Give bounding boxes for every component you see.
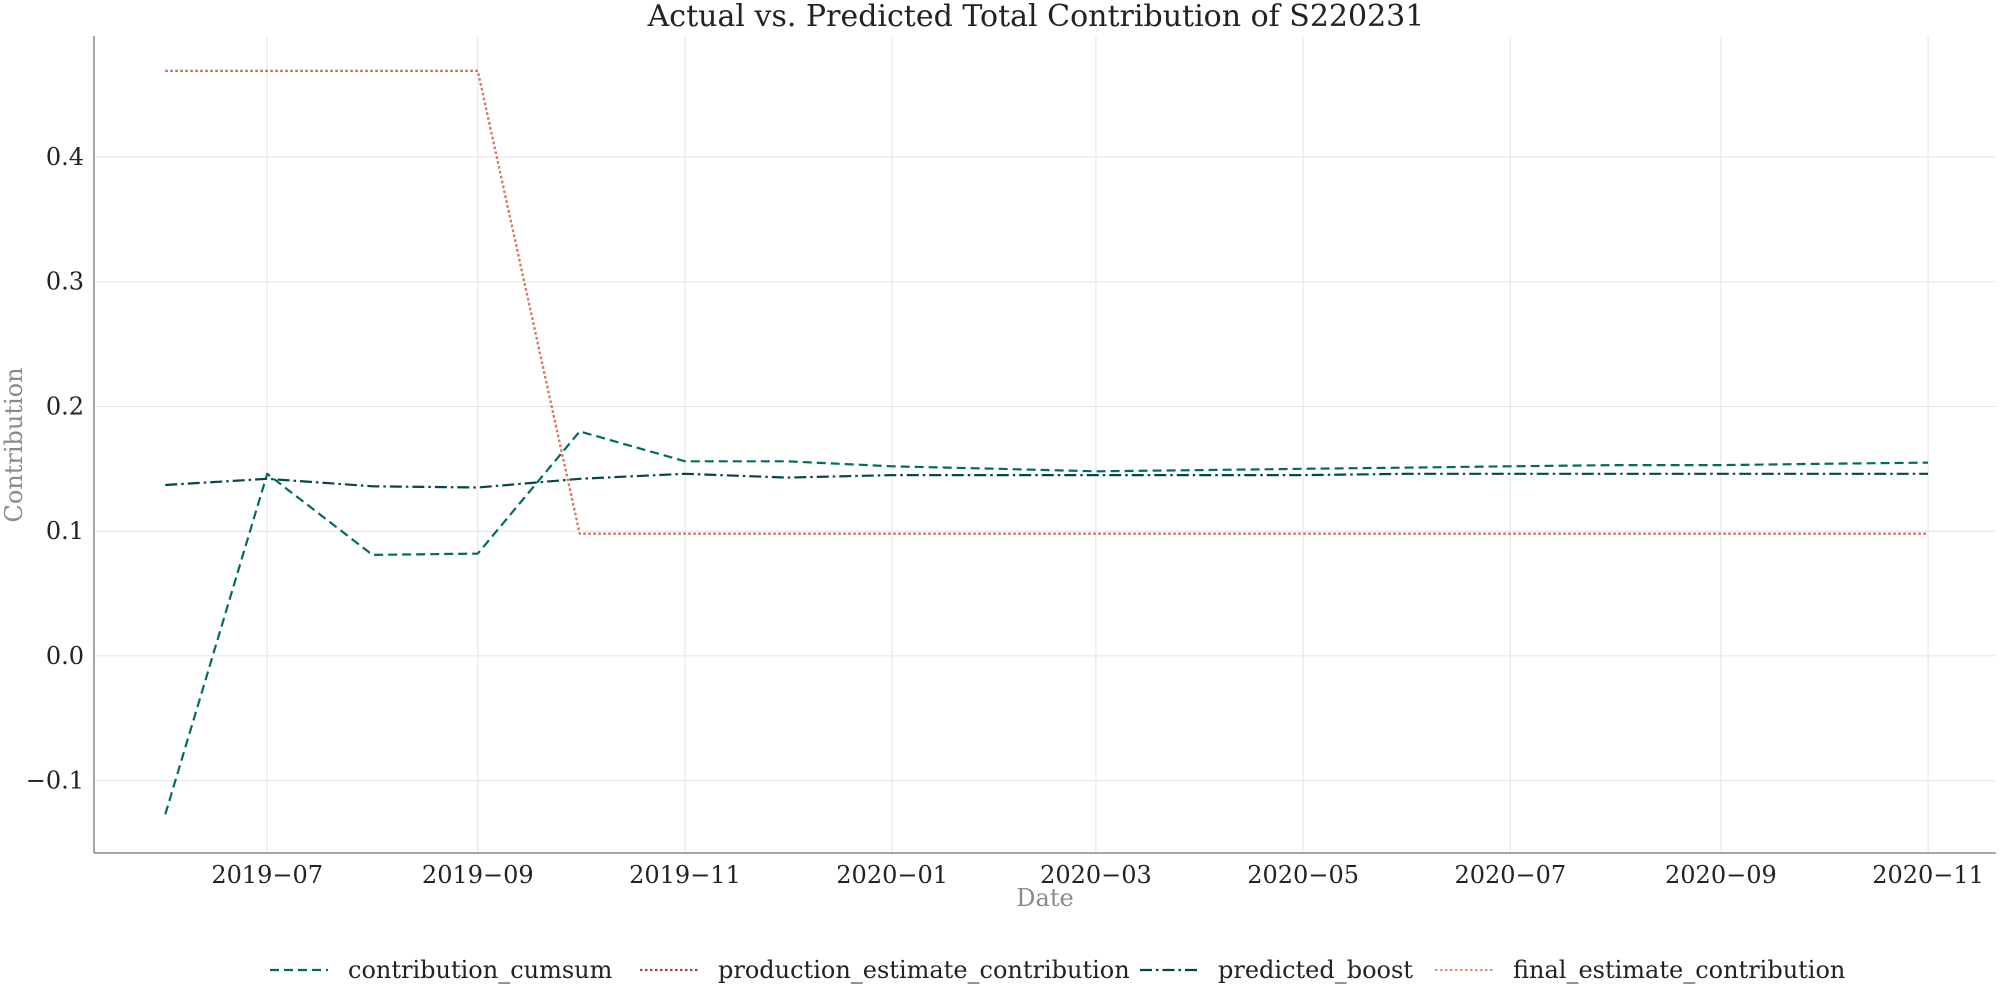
y-tick-label: 0.3 [46, 268, 84, 296]
x-tick-label: 2020−03 [1040, 861, 1152, 889]
axes [93, 36, 1996, 854]
tick-labels: −0.1 0.0 0.1 0.2 0.3 0.4 2019−07 2019−09 2019−11… [26, 143, 1984, 889]
legend: contribution_cumsum production_estimate_c… [270, 956, 1845, 984]
legend-label-final-estimate-contribution: final_estimate_contribution [1513, 956, 1845, 984]
y-tick-label: 0.1 [46, 517, 84, 545]
x-tick-label: 2019−11 [629, 861, 741, 889]
chart-title: Actual vs. Predicted Total Contribution … [647, 0, 1425, 34]
y-axis-title: Contribution [0, 367, 28, 522]
y-tick-label: 0.4 [46, 143, 84, 171]
x-tick-label: 2019−09 [422, 861, 534, 889]
legend-label-production-estimate-contribution: production_estimate_contribution [718, 956, 1130, 984]
x-tick-label: 2020−09 [1665, 861, 1777, 889]
series-line-predicted-boost [165, 472, 1929, 489]
x-tick-label: 2020−01 [836, 861, 948, 889]
x-tick-label: 2020−11 [1872, 861, 1984, 889]
legend-label-contribution-cumsum: contribution_cumsum [348, 956, 613, 984]
series-line-contribution-cumsum [164, 430, 1929, 815]
x-axis-title: Date [1016, 884, 1073, 912]
gridlines [94, 36, 1996, 853]
legend-label-predicted-boost: predicted_boost [1218, 956, 1413, 984]
y-tick-label: −0.1 [26, 767, 84, 795]
y-tick-label: 0.2 [46, 392, 84, 420]
x-tick-label: 2020−07 [1454, 861, 1566, 889]
y-tick-label: 0.0 [46, 642, 84, 670]
x-tick-label: 2019−07 [211, 861, 323, 889]
series-lines [164, 69, 1929, 815]
x-tick-label: 2020−05 [1247, 861, 1359, 889]
